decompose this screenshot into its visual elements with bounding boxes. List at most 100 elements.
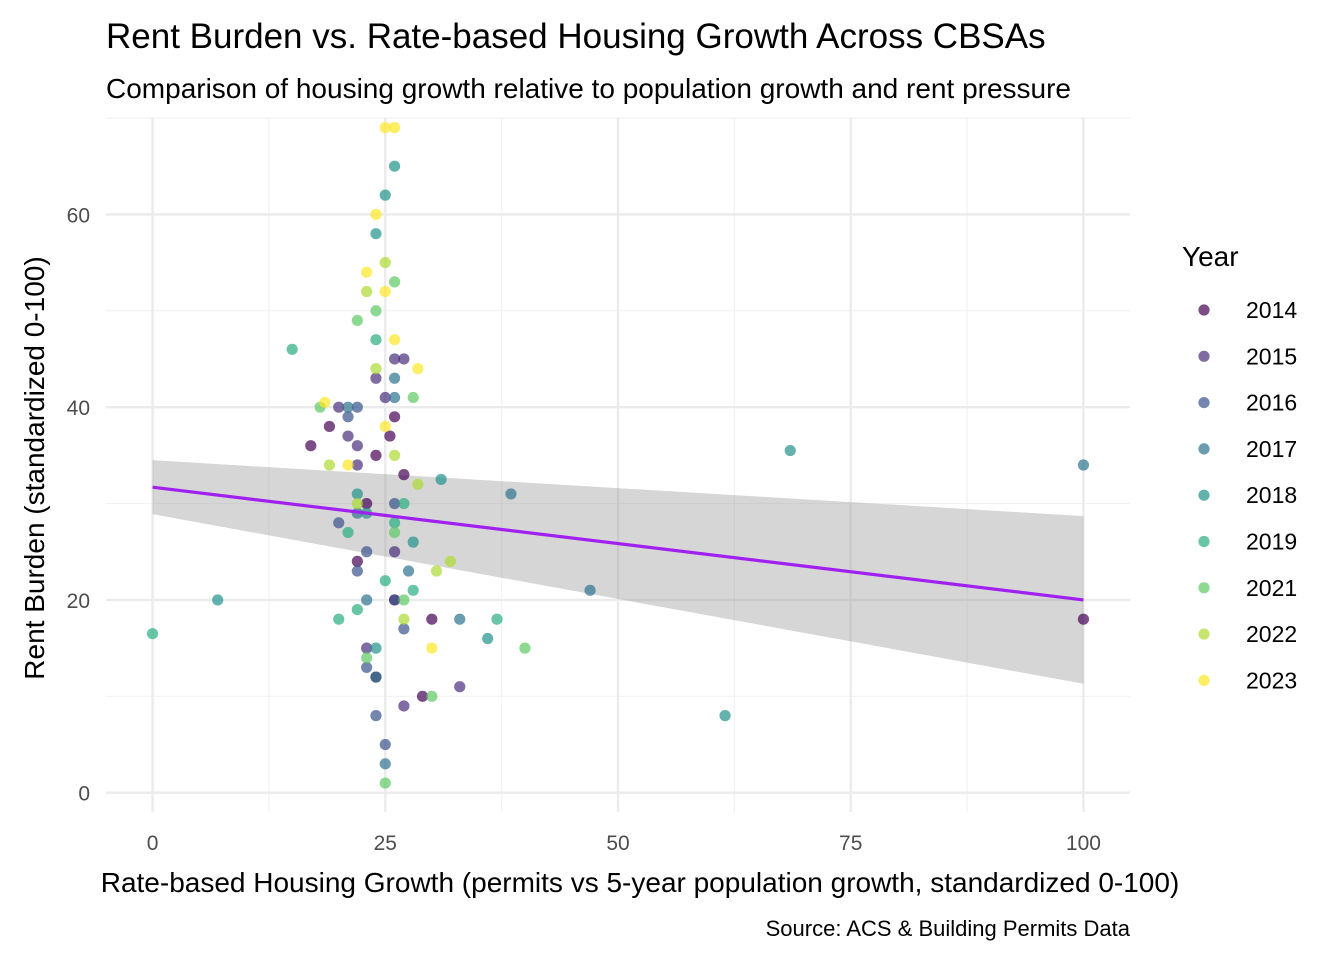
point-2018 <box>370 642 382 654</box>
point-2019 <box>286 343 298 355</box>
legend-label-2021: 2021 <box>1246 575 1297 601</box>
point-2018 <box>351 488 363 500</box>
point-2017 <box>402 565 415 577</box>
point-2014 <box>361 497 373 510</box>
legend-label-2016: 2016 <box>1246 390 1297 416</box>
point-2022 <box>444 555 457 567</box>
point-2019 <box>146 628 159 640</box>
point-2014 <box>323 420 336 433</box>
x-tick-label: 0 <box>147 832 159 855</box>
point-2014 <box>351 555 363 567</box>
legend-key-2019 <box>1198 535 1210 548</box>
point-2015 <box>342 430 354 442</box>
x-tick-label: 100 <box>1066 832 1101 855</box>
point-2017 <box>454 613 466 625</box>
point-2016 <box>351 401 363 413</box>
point-2014 <box>426 613 438 625</box>
point-2018 <box>212 594 224 606</box>
point-2017 <box>505 488 517 500</box>
point-2022 <box>361 285 373 298</box>
point-2019 <box>398 497 410 510</box>
point-2021 <box>351 314 363 327</box>
legend-label-2015: 2015 <box>1246 343 1297 369</box>
point-2023 <box>342 459 354 471</box>
y-axis-ticks: 0 20 40 60 <box>67 204 90 805</box>
legend-label-2022: 2022 <box>1246 621 1297 647</box>
point-2016 <box>361 546 373 558</box>
point-2023 <box>412 363 424 375</box>
point-2022 <box>412 478 424 490</box>
chart-caption: Source: ACS & Building Permits Data <box>766 916 1131 941</box>
point-2023 <box>388 122 401 134</box>
point-2021 <box>379 777 391 789</box>
point-2014 <box>416 690 429 702</box>
trend-line <box>152 485 1084 602</box>
point-2023 <box>370 208 382 220</box>
point-2023 <box>379 122 391 134</box>
x-tick-label: 75 <box>839 832 862 855</box>
point-2022 <box>323 459 336 471</box>
legend-title: Year <box>1182 241 1239 272</box>
point-2021 <box>398 594 410 606</box>
legend-key-2015 <box>1198 350 1210 362</box>
point-2021 <box>407 391 419 404</box>
point-2021 <box>361 652 373 664</box>
point-2021 <box>388 526 401 539</box>
point-2016 <box>388 594 401 606</box>
legend-label-2014: 2014 <box>1246 297 1297 323</box>
point-2015 <box>379 391 391 404</box>
legend-key-2023 <box>1198 674 1210 687</box>
point-2023 <box>361 266 373 278</box>
point-2017 <box>388 391 401 404</box>
point-2023 <box>379 420 391 433</box>
legend: Year 2014 2015 2016 2017 2018 2019 2021 2022 202… <box>1182 241 1297 693</box>
legend-key-2016 <box>1198 397 1210 409</box>
legend-label-2023: 2023 <box>1246 667 1297 693</box>
legend-label-2017: 2017 <box>1246 436 1297 462</box>
point-2019 <box>379 575 391 587</box>
legend-key-2014 <box>1198 304 1210 316</box>
point-2017 <box>388 372 401 384</box>
point-2015 <box>388 353 401 365</box>
point-2018 <box>482 632 494 645</box>
point-2022 <box>351 497 363 510</box>
point-2022 <box>398 613 410 625</box>
point-2016 <box>361 661 373 674</box>
x-tick-label: 25 <box>374 832 397 855</box>
point-2016 <box>342 411 354 423</box>
point-2019 <box>351 603 363 616</box>
point-2014 <box>398 469 410 481</box>
point-2023 <box>426 642 438 654</box>
point-2018 <box>407 536 419 548</box>
point-2014 <box>370 449 382 461</box>
y-tick-label: 20 <box>67 590 90 613</box>
point-2021 <box>426 690 438 702</box>
legend-label-2019: 2019 <box>1246 529 1297 555</box>
point-2021 <box>519 642 531 654</box>
point-2014 <box>384 430 396 442</box>
point-2021 <box>370 305 382 317</box>
point-2015 <box>454 681 466 693</box>
y-tick-label: 60 <box>67 204 90 227</box>
point-2019 <box>407 584 419 596</box>
point-2014 <box>1077 613 1090 625</box>
point-2018 <box>379 189 391 201</box>
point-2018 <box>719 710 731 722</box>
chart-title: Rent Burden vs. Rate-based Housing Growt… <box>106 17 1046 56</box>
point-2016 <box>398 623 410 635</box>
legend-key-2021 <box>1198 582 1210 594</box>
x-axis-title: Rate-based Housing Growth (permits vs 5-… <box>101 867 1180 898</box>
point-2022 <box>379 256 391 269</box>
point-2015 <box>398 700 410 712</box>
point-2019 <box>370 334 382 346</box>
y-tick-label: 0 <box>78 783 90 806</box>
point-2021 <box>388 276 401 288</box>
legend-key-2018 <box>1198 489 1210 501</box>
point-2022 <box>388 449 401 461</box>
point-2022 <box>430 565 443 577</box>
point-2018 <box>370 228 382 240</box>
point-2015 <box>351 440 363 452</box>
point-2018 <box>435 473 447 486</box>
point-2014 <box>305 440 317 452</box>
trend-line-layer <box>152 485 1084 602</box>
